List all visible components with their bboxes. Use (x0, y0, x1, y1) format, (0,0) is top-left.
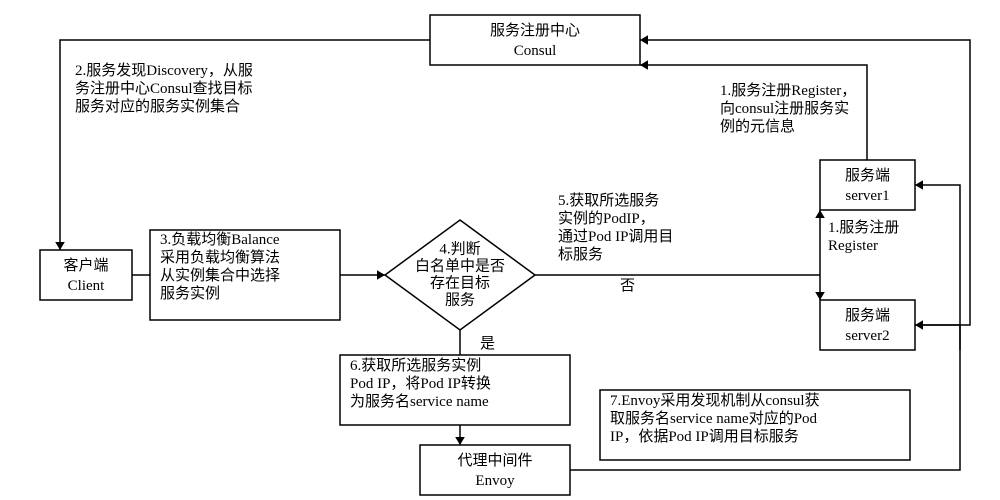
label-no: 否 (620, 278, 635, 294)
node-client-label: Client (68, 278, 105, 294)
diamond-text: 存在目标 (430, 275, 490, 292)
label-step2: 2.服务发现Discovery，从服 (75, 62, 253, 79)
node-server2-label: 服务端 (845, 307, 890, 324)
label-step1a: 例的元信息 (720, 118, 795, 135)
node-server1-label: 服务端 (845, 167, 890, 184)
node-consul-label: Consul (514, 43, 557, 59)
label-step5: 通过Pod IP调用目 (558, 228, 673, 245)
label-step6: 6.获取所选服务实例 (350, 357, 481, 374)
label-yes: 是 (480, 336, 495, 352)
label-step3: 采用负载均衡算法 (160, 248, 280, 266)
diamond-text: 白名单中是否 (415, 258, 505, 275)
node-consul-label: 服务注册中心 (490, 22, 580, 39)
node-server2-label: server2 (845, 328, 889, 344)
label-step3: 从实例集合中选择 (160, 267, 280, 284)
label-step5: 实例的PodIP， (558, 210, 655, 227)
diamond-text: 服务 (445, 292, 475, 309)
label-step6: 为服务名service name (350, 393, 489, 410)
label-step6: Pod IP，将Pod IP转换 (350, 375, 491, 392)
label-step1b: Register (828, 238, 878, 254)
label-step1b: 1.服务注册 (828, 219, 899, 236)
label-step7: 取服务名service name对应的Pod (610, 409, 818, 427)
label-step2: 务注册中心Consul查找目标 (75, 80, 253, 97)
node-client-label: 客户端 (63, 257, 108, 274)
label-step3: 服务实例 (160, 285, 220, 302)
label-step7: 7.Envoy采用发现机制从consul获 (610, 392, 820, 409)
diamond-text: 4.判断 (439, 241, 480, 258)
label-step2: 服务对应的服务实例集合 (75, 97, 240, 115)
label-step1a: 1.服务注册Register， (720, 82, 856, 99)
node-envoy-label: 代理中间件 (457, 452, 532, 469)
node-server1-label: server1 (845, 188, 889, 204)
node-envoy-label: Envoy (475, 473, 515, 489)
label-step7: IP，依据Pod IP调用目标服务 (610, 428, 799, 445)
label-step1a: 向consul注册服务实 (720, 100, 849, 117)
label-step5: 5.获取所选服务 (558, 192, 659, 209)
label-step5: 标服务 (558, 246, 603, 263)
label-step3: 3.负载均衡Balance (160, 231, 280, 248)
